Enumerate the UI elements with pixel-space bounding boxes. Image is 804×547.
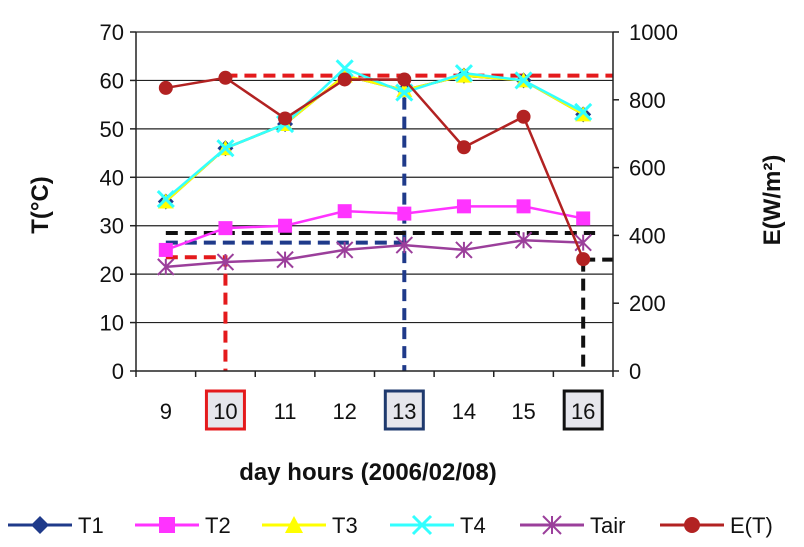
marker-circle (278, 111, 293, 126)
series-t3 (157, 67, 592, 209)
marker-circle (158, 80, 173, 95)
y-axis-right-title: E(W/m²) (759, 155, 786, 246)
legend-item: Tair (520, 513, 625, 538)
legend-label: T4 (460, 513, 486, 538)
legend-item: T2 (135, 513, 231, 538)
legend-label: T1 (78, 513, 104, 538)
marker-circle (576, 252, 591, 267)
legend-item: T4 (390, 513, 486, 538)
legend-item: T3 (262, 513, 358, 538)
series-et (158, 70, 591, 267)
legend: T1 T2 T3 T4 Tair E(T) (8, 513, 773, 538)
marker-circle (218, 70, 233, 85)
series-line (164, 74, 584, 203)
x-tick-highlight-box (562, 389, 604, 431)
marker-x (454, 64, 473, 83)
y-right-tick-label: 1000 (629, 20, 678, 45)
marker-x (514, 71, 533, 90)
series-line (165, 76, 585, 260)
marker-circle (516, 109, 531, 124)
series-line (165, 205, 584, 252)
marker-triangle (285, 516, 303, 533)
series-t2 (158, 199, 591, 257)
y-left-tick-label: 60 (100, 68, 124, 93)
x-tick-label: 16 (571, 399, 595, 424)
y-left-tick-label: 30 (100, 214, 124, 239)
x-tick-label: 14 (452, 399, 476, 424)
marker-square (278, 218, 293, 233)
y-right-tick-label: 0 (629, 359, 641, 384)
x-tick-label: 11 (274, 399, 297, 424)
x-tick-label: 9 (160, 399, 172, 424)
marker-x (411, 514, 433, 536)
y-left-tick-label: 70 (100, 20, 124, 45)
y-right-tick-label: 800 (629, 88, 666, 113)
grid-lines (136, 31, 613, 324)
x-axis-title: day hours (2006/02/08) (239, 459, 496, 486)
marker-asterisk (514, 231, 533, 249)
marker-x (335, 59, 354, 78)
marker-x (216, 139, 235, 158)
legend-item: E(T) (660, 513, 773, 538)
marker-square (158, 242, 173, 257)
marker-circle (397, 72, 412, 87)
series-line (164, 74, 584, 203)
y-left-tick-label: 10 (100, 311, 124, 336)
series-t1 (157, 67, 592, 210)
legend-label: T2 (205, 513, 231, 538)
marker-square (397, 206, 412, 221)
x-tick-label: 13 (392, 399, 416, 424)
marker-x (156, 190, 175, 209)
x-tick-label: 15 (511, 399, 535, 424)
x-tick-label: 10 (213, 399, 237, 424)
x-tick-label: 12 (332, 399, 356, 424)
legend-label: T3 (332, 513, 358, 538)
y-right-tick-label: 400 (629, 223, 666, 248)
series-layer (156, 59, 593, 276)
marker-circle (337, 72, 352, 87)
marker-square (159, 517, 175, 533)
marker-triangle (396, 82, 413, 98)
marker-asterisk (216, 253, 235, 271)
marker-circle (456, 140, 471, 155)
marker-asterisk (157, 258, 175, 276)
y-left-tick-label: 20 (100, 262, 124, 287)
marker-circle (684, 517, 700, 533)
marker-asterisk (335, 241, 354, 259)
x-tick-highlight-box (204, 389, 246, 431)
reference-lines (165, 73, 613, 371)
y-left-tick-label: 40 (100, 165, 124, 190)
marker-asterisk (276, 250, 294, 269)
marker-asterisk (542, 515, 562, 535)
marker-asterisk (455, 241, 473, 259)
y-right-tick-label: 600 (629, 156, 666, 181)
axes: 0 10 20 30 40 50 60 70 0 200 400 600 800 1000 9 10 11 12 1… (100, 20, 678, 431)
marker-x (574, 102, 593, 121)
y-left-tick-label: 0 (112, 359, 124, 384)
legend-label: Tair (590, 513, 625, 538)
marker-square (456, 199, 471, 214)
y-left-tick-label: 50 (100, 117, 124, 142)
legend-label: E(T) (730, 513, 773, 538)
y-right-tick-label: 200 (629, 291, 666, 316)
series-line (165, 66, 584, 201)
marker-asterisk (395, 236, 414, 254)
marker-square (218, 221, 233, 236)
series-line (165, 238, 584, 269)
marker-square (337, 204, 352, 219)
marker-diamond (31, 516, 49, 534)
series-tair (157, 231, 592, 276)
marker-square (576, 211, 591, 226)
legend-item: T1 (8, 513, 104, 538)
marker-square (516, 199, 531, 214)
y-axis-left-title: T(°C) (27, 176, 54, 234)
x-tick-highlight-box (383, 389, 425, 431)
